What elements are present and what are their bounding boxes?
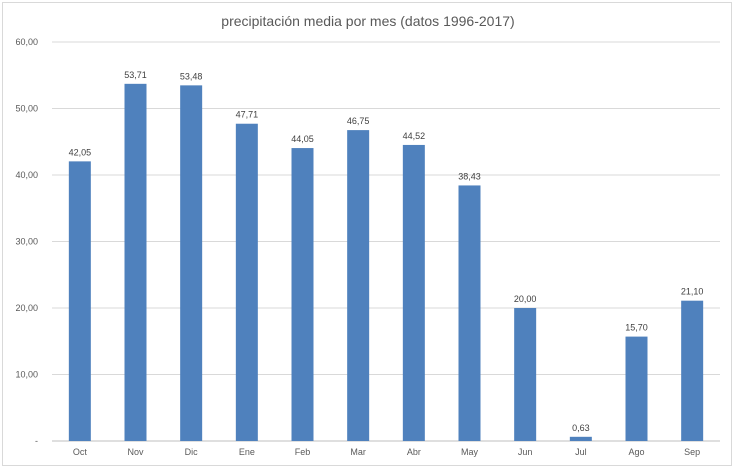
y-tick-label: 10,00 bbox=[15, 370, 38, 380]
y-tick-label: 20,00 bbox=[15, 303, 38, 313]
x-tick-label: Oct bbox=[73, 447, 88, 457]
x-tick-label: Jun bbox=[518, 447, 533, 457]
data-label: 53,71 bbox=[124, 70, 147, 80]
x-tick-label: Feb bbox=[295, 447, 311, 457]
x-tick-label: Ago bbox=[628, 447, 644, 457]
y-tick-label: - bbox=[35, 436, 38, 446]
bar-abr bbox=[402, 144, 425, 441]
data-label: 53,48 bbox=[180, 71, 203, 81]
y-tick-label: 60,00 bbox=[15, 37, 38, 47]
x-tick-label: Ene bbox=[239, 447, 255, 457]
data-label: 0,63 bbox=[572, 423, 590, 433]
bar-ene bbox=[235, 123, 258, 441]
bar-sep bbox=[681, 300, 704, 441]
data-label: 15,70 bbox=[625, 323, 648, 333]
y-tick-label: 30,00 bbox=[15, 237, 38, 247]
x-tick-label: Sep bbox=[684, 447, 700, 457]
y-tick-label: 40,00 bbox=[15, 170, 38, 180]
data-label: 44,52 bbox=[403, 131, 426, 141]
bar-jul bbox=[569, 436, 592, 441]
x-tick-label: Abr bbox=[407, 447, 421, 457]
data-label: 47,71 bbox=[236, 110, 259, 120]
data-label: 42,05 bbox=[69, 147, 92, 157]
data-label: 20,00 bbox=[514, 294, 537, 304]
bar-nov bbox=[124, 83, 147, 442]
data-label: 21,10 bbox=[681, 287, 704, 297]
x-tick-label: Mar bbox=[350, 447, 366, 457]
x-tick-label: May bbox=[461, 447, 479, 457]
data-label: 44,05 bbox=[291, 134, 314, 144]
bar-oct bbox=[68, 161, 91, 441]
data-label: 46,75 bbox=[347, 116, 370, 126]
x-tick-label: Dic bbox=[185, 447, 198, 457]
bar-ago bbox=[625, 336, 648, 441]
bar-feb bbox=[291, 148, 314, 441]
x-tick-label: Nov bbox=[127, 447, 144, 457]
bar-jun bbox=[514, 308, 537, 441]
chart-title: precipitación media por mes (datos 1996-… bbox=[221, 13, 515, 29]
data-label: 38,43 bbox=[458, 171, 481, 181]
x-tick-label: Jul bbox=[575, 447, 587, 457]
bar-may bbox=[458, 185, 481, 441]
bar-dic bbox=[180, 85, 203, 441]
y-tick-label: 50,00 bbox=[15, 104, 38, 114]
bar-mar bbox=[347, 130, 370, 442]
